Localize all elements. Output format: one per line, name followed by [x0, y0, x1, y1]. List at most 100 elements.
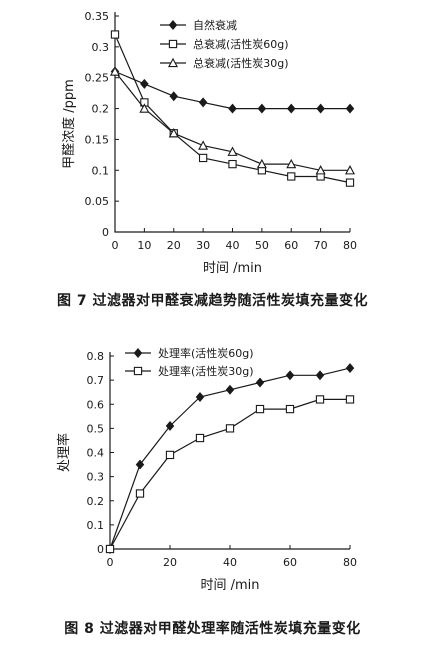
y-tick-label: 0 — [102, 226, 109, 239]
y-tick-label: 0.5 — [87, 422, 105, 435]
x-axis-label: 时间 /min — [203, 261, 262, 276]
data-point — [345, 395, 355, 404]
series-1 — [105, 363, 355, 554]
axes — [109, 352, 350, 550]
data-point — [195, 392, 205, 402]
legend-marker — [167, 57, 179, 68]
data-point — [287, 172, 296, 181]
data-point — [315, 395, 325, 404]
data-point — [165, 450, 175, 460]
data-point — [285, 370, 295, 381]
series-line — [109, 367, 351, 550]
x-tick-label: 40 — [223, 556, 237, 569]
y-tick-label: 0.15 — [85, 133, 110, 146]
legend-entry: 处理率(活性炭60g) — [158, 346, 254, 360]
series-3 — [109, 66, 356, 175]
y-tick-label: 0.35 — [85, 10, 110, 23]
data-point — [198, 97, 208, 108]
x-tick-label: 70 — [314, 239, 328, 252]
legend-marker — [168, 20, 178, 30]
x-tick-label: 0 — [107, 556, 114, 569]
data-point — [139, 103, 150, 113]
y-tick-label: 0.7 — [87, 374, 105, 387]
data-point — [255, 377, 265, 388]
data-point — [225, 384, 235, 395]
data-point — [255, 404, 265, 414]
y-tick-label: 0.1 — [92, 164, 110, 177]
legend-marker — [168, 39, 178, 49]
y-tick-label: 0.8 — [87, 350, 105, 363]
legend-entry: 总衰减(活性炭60g) — [193, 37, 289, 51]
legend-marker — [133, 348, 143, 358]
data-point — [225, 424, 235, 433]
x-tick-label: 80 — [343, 239, 357, 252]
data-point — [110, 30, 120, 39]
series-2 — [105, 395, 355, 554]
data-point — [228, 159, 237, 169]
data-point — [198, 140, 209, 150]
x-tick-label: 20 — [163, 556, 177, 569]
chart-figure-7: 0 0.05 0.1 0.15 0.2 0.25 0.3 0.35 0 10 20 30 40 50 60 7… — [61, 10, 357, 276]
y-tick-label: 0.05 — [85, 195, 110, 208]
data-point — [257, 103, 267, 114]
data-point — [105, 544, 115, 554]
x-tick-label: 60 — [283, 556, 297, 569]
data-point — [198, 153, 208, 163]
data-point — [135, 459, 145, 470]
data-point — [315, 165, 326, 175]
x-tick-label: 0 — [112, 239, 119, 252]
data-point — [286, 158, 297, 169]
figure-7-caption: 图 7 过滤器对甲醛衰减趋势随活性炭填充量变化 — [57, 293, 368, 309]
x-tick-label: 20 — [167, 239, 181, 252]
y-tick-label: 0.25 — [85, 72, 110, 85]
data-point — [109, 66, 121, 76]
data-point — [285, 404, 295, 414]
y-tick-label: 0.3 — [87, 471, 105, 484]
data-point — [228, 103, 237, 114]
x-tick-label: 60 — [284, 239, 298, 252]
data-point — [316, 103, 325, 114]
y-tick-label: 0.2 — [92, 103, 110, 116]
y-tick-label: 0.2 — [87, 495, 105, 508]
x-tick-label: 10 — [137, 239, 151, 252]
y-axis-label: 甲醛浓度 /ppm — [61, 79, 77, 169]
y-tick-label: 0.1 — [87, 519, 105, 532]
data-point — [345, 178, 355, 187]
y-tick-label: 0.6 — [87, 398, 105, 411]
legend-entry: 处理率(活性炭30g) — [158, 364, 254, 378]
x-tick-label: 40 — [226, 239, 240, 252]
x-axis-label: 时间 /min — [200, 578, 259, 593]
x-tick-label: 50 — [255, 239, 269, 252]
data-point — [345, 103, 355, 114]
figure-8-caption: 图 8 过滤器对甲醛处理率随活性炭填充量变化 — [64, 621, 361, 637]
data-point — [227, 146, 238, 156]
data-point — [195, 433, 205, 443]
data-point — [345, 363, 355, 374]
figure-7: 0 0.05 0.1 0.15 0.2 0.25 0.3 0.35 0 10 20 30 40 50 60 7… — [57, 10, 368, 309]
data-point — [168, 127, 179, 138]
y-tick-label: 0.3 — [92, 41, 110, 54]
data-point — [344, 165, 356, 175]
legend-marker — [133, 366, 143, 376]
y-tick-label: 0.4 — [87, 447, 105, 460]
series-line — [109, 398, 350, 550]
data-point — [169, 91, 179, 102]
x-tick-label: 80 — [343, 556, 357, 569]
series-line — [114, 70, 350, 110]
data-point — [256, 158, 267, 169]
data-point — [140, 78, 149, 89]
y-tick-label: 0 — [97, 543, 104, 556]
series-1 — [110, 66, 355, 114]
chart-figure-8: 0 0.1 0.2 0.3 0.4 0.5 0.6 0.7 0.8 0 20 40 60 80 时间 /mi… — [56, 346, 357, 593]
y-axis-label: 处理率 — [56, 433, 72, 472]
legend-entry: 总衰减(活性炭30g) — [193, 56, 289, 70]
x-tick-label: 30 — [196, 239, 210, 252]
data-point — [315, 370, 325, 381]
data-point — [286, 103, 296, 114]
legend-entry: 自然衰减 — [193, 18, 237, 32]
legend: 处理率(活性炭60g) 处理率(活性炭30g) — [125, 346, 254, 378]
figure-8: 0 0.1 0.2 0.3 0.4 0.5 0.6 0.7 0.8 0 20 40 60 80 时间 /mi… — [0, 340, 425, 659]
data-point — [135, 489, 145, 498]
data-point — [165, 420, 175, 431]
